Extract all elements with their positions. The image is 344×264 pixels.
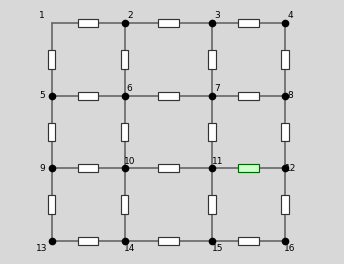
FancyBboxPatch shape [48,50,55,69]
FancyBboxPatch shape [238,92,259,100]
Text: 10: 10 [124,157,136,166]
FancyBboxPatch shape [238,18,259,27]
Text: 8: 8 [287,91,293,100]
FancyBboxPatch shape [238,164,259,172]
Text: 7: 7 [214,84,220,93]
FancyBboxPatch shape [208,50,216,69]
FancyBboxPatch shape [158,18,179,27]
FancyBboxPatch shape [48,195,55,214]
Text: 2: 2 [127,11,132,20]
FancyBboxPatch shape [48,122,55,142]
Text: 14: 14 [124,244,136,253]
Text: 3: 3 [214,11,220,20]
FancyBboxPatch shape [281,195,289,214]
FancyBboxPatch shape [158,237,179,246]
Text: 1: 1 [39,11,45,20]
Text: 13: 13 [36,244,48,253]
FancyBboxPatch shape [121,122,128,142]
Text: 11: 11 [212,157,223,166]
FancyBboxPatch shape [281,122,289,142]
FancyBboxPatch shape [208,195,216,214]
FancyBboxPatch shape [78,237,98,246]
FancyBboxPatch shape [121,195,128,214]
Text: 9: 9 [39,164,45,173]
Text: 15: 15 [212,244,223,253]
Text: 4: 4 [287,11,293,20]
Text: 16: 16 [284,244,296,253]
FancyBboxPatch shape [78,18,98,27]
FancyBboxPatch shape [78,164,98,172]
FancyBboxPatch shape [158,164,179,172]
FancyBboxPatch shape [78,92,98,100]
FancyBboxPatch shape [158,92,179,100]
FancyBboxPatch shape [281,50,289,69]
Text: 6: 6 [127,84,132,93]
FancyBboxPatch shape [208,122,216,142]
FancyBboxPatch shape [121,50,128,69]
Text: 5: 5 [39,91,45,100]
Text: 12: 12 [284,164,296,173]
FancyBboxPatch shape [238,237,259,246]
